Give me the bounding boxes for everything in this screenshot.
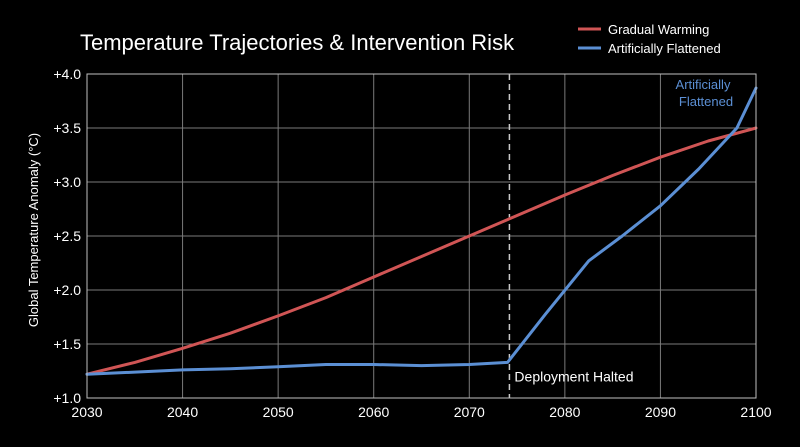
y-tick-label: +3.0 bbox=[53, 174, 81, 190]
x-tick-label: 2030 bbox=[71, 404, 102, 420]
plot-frame bbox=[86, 73, 757, 399]
y-tick-label: +1.5 bbox=[53, 336, 81, 352]
series-lines bbox=[85, 86, 758, 376]
y-axis-ticks: +1.0 +1.5 +2.0 +2.5 +3.0 +3.5 +4.0 bbox=[53, 66, 81, 406]
y-tick-label: +4.0 bbox=[53, 66, 81, 82]
x-tick-label: 2100 bbox=[740, 404, 771, 420]
x-tick-label: 2090 bbox=[645, 404, 676, 420]
annotation-flattened-line1: Artificially bbox=[676, 77, 731, 92]
x-tick-label: 2050 bbox=[263, 404, 294, 420]
y-tick-label: +2.5 bbox=[53, 228, 81, 244]
x-tick-label: 2070 bbox=[454, 404, 485, 420]
annotation-flattened-line2: Flattened bbox=[679, 94, 733, 109]
y-tick-label: +3.5 bbox=[53, 120, 81, 136]
x-tick-label: 2060 bbox=[358, 404, 389, 420]
y-tick-label: +2.0 bbox=[53, 282, 81, 298]
y-tick-label: +1.0 bbox=[53, 390, 81, 406]
x-tick-label: 2080 bbox=[549, 404, 580, 420]
deployment-halted-label: Deployment Halted bbox=[514, 368, 633, 384]
series-line-gradual-warming bbox=[85, 126, 758, 376]
series-line-artificially-flattened bbox=[85, 86, 758, 376]
x-axis-ticks: 2030 2040 2050 2060 2070 2080 2090 2100 bbox=[71, 404, 771, 420]
y-axis-label: Global Temperature Anomaly (°C) bbox=[26, 133, 41, 327]
legend-label-gradual-warming: Gradual Warming bbox=[608, 22, 709, 37]
grid bbox=[86, 73, 757, 399]
legend: Gradual Warming Artificially Flattened bbox=[578, 22, 721, 56]
chart-title: Temperature Trajectories & Intervention … bbox=[80, 30, 515, 55]
legend-label-artificially-flattened: Artificially Flattened bbox=[608, 41, 721, 56]
x-tick-label: 2040 bbox=[167, 404, 198, 420]
